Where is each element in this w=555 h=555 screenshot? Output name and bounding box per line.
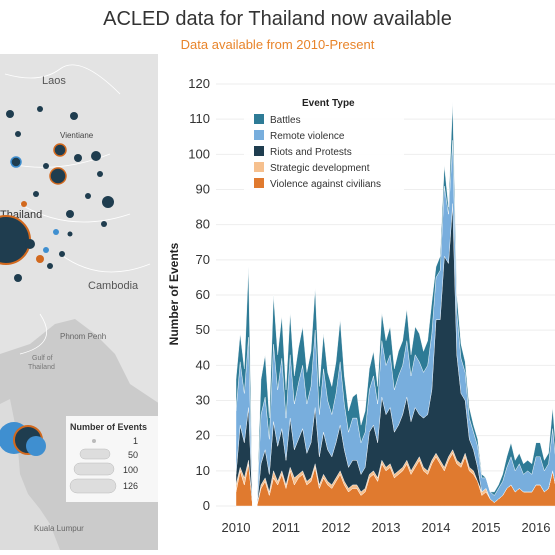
y-tick-label: 70	[196, 252, 210, 267]
map-label-laos: Laos	[42, 75, 66, 87]
legend[interactable]: Event Type Battles Remote violence Riots a…	[244, 90, 404, 192]
area-battles[interactable]	[235, 101, 555, 507]
size-legend-item-1: 1	[133, 436, 138, 446]
legend-item-riots-and-protests[interactable]: Riots and Protests	[270, 147, 352, 158]
event-markers[interactable]	[0, 106, 114, 456]
y-tick-label: 80	[196, 217, 210, 232]
x-axis: 2010 2011 2012 2013 2014 2015 2016	[222, 520, 551, 535]
legend-swatch-violence-against-civilians	[254, 178, 264, 188]
size-legend-item-100: 100	[123, 465, 138, 475]
legend-swatch-battles	[254, 114, 264, 124]
y-tick-label: 120	[188, 76, 210, 91]
map-label-phnom-penh: Phnom Penh	[60, 332, 106, 341]
legend-item-battles[interactable]: Battles	[270, 115, 301, 126]
x-tick-label: 2016	[522, 520, 551, 535]
map-label-kuala-lumpur: Kuala Lumpur	[34, 524, 84, 533]
map-label-gulf-2: Thailand	[28, 364, 55, 371]
map-borders	[4, 64, 151, 355]
x-tick-label: 2013	[372, 520, 401, 535]
x-tick-label: 2011	[272, 520, 300, 535]
x-tick-label: 2012	[322, 520, 351, 535]
legend-item-violence-against-civilians[interactable]: Violence against civilians	[270, 179, 381, 190]
y-tick-label: 100	[188, 146, 210, 161]
y-tick-label: 50	[196, 322, 210, 337]
x-tick-label: 2014	[422, 520, 451, 535]
map-label-cambodia: Cambodia	[88, 280, 139, 292]
map-label-gulf-1: Gulf of	[32, 355, 53, 362]
y-tick-label: 60	[196, 287, 210, 302]
legend-swatch-strategic-development	[254, 162, 264, 172]
size-legend-item-126: 126	[123, 481, 138, 491]
x-tick-label: 2015	[472, 520, 501, 535]
stacked-areas[interactable]	[235, 101, 555, 507]
size-legend: Number of Events 1 50 100 126	[66, 416, 160, 502]
y-tick-label: 10	[196, 463, 210, 478]
y-tick-label: 0	[203, 498, 210, 513]
y-axis: 0 10 20 30 40 50 60 70 80 90 100 110 120	[188, 76, 210, 513]
y-tick-label: 90	[196, 182, 210, 197]
size-legend-title: Number of Events	[70, 422, 147, 432]
y-axis-label: Number of Events	[167, 242, 181, 345]
legend-swatch-riots-and-protests	[254, 146, 264, 156]
legend-item-remote-violence[interactable]: Remote violence	[270, 131, 345, 142]
y-tick-label: 20	[196, 428, 210, 443]
y-tick-label: 40	[196, 357, 210, 372]
legend-swatch-remote-violence	[254, 130, 264, 140]
legend-title: Event Type	[302, 98, 355, 109]
legend-item-strategic-development[interactable]: Strategic development	[270, 163, 370, 174]
page-title: ACLED data for Thailand now available	[103, 8, 452, 30]
x-tick-label: 2010	[222, 520, 251, 535]
y-tick-label: 110	[189, 111, 210, 126]
map-panel[interactable]: Laos Vientiane Thailand Cambodia Phnom P…	[0, 54, 160, 550]
size-legend-item-50: 50	[128, 450, 138, 460]
map-label-vientiane: Vientiane	[60, 131, 94, 140]
page-subtitle: Data available from 2010-Present	[180, 37, 375, 52]
y-tick-label: 30	[196, 393, 210, 408]
